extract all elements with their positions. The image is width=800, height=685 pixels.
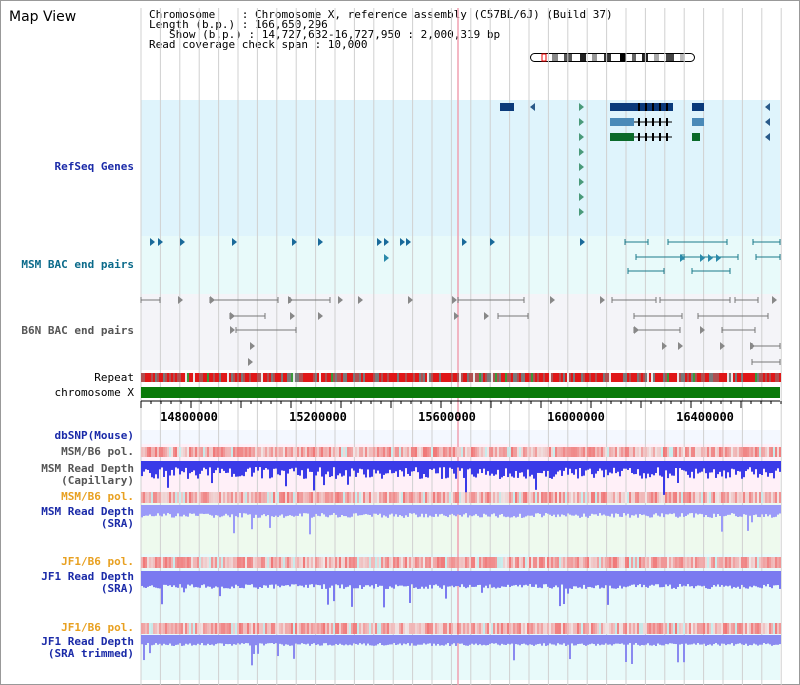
info-length: Length (b.p.) : 166,650,296 — [149, 18, 328, 31]
track-label-refseq[interactable]: RefSeq Genes — [54, 160, 134, 173]
track-label-b6n-bac[interactable]: B6N BAC end pairs — [21, 324, 134, 337]
track-label-jf1-trim[interactable]: JF1 Read Depth (SRA trimmed) — [41, 636, 134, 660]
label-line: JF1 Read Depth — [41, 635, 134, 648]
info-coverage-span: Read coverage check span : 10,000 — [149, 38, 368, 51]
track-label-msm-depth-sra[interactable]: MSM Read Depth (SRA) — [41, 506, 134, 530]
track-label-jf1-pol-2[interactable]: JF1/B6 pol. — [61, 621, 134, 634]
label-line: (SRA) — [100, 582, 134, 595]
track-label-msm-depth-cap[interactable]: MSM Read Depth (Capillary) — [41, 463, 134, 487]
chromosome-info: Chromosome : Chromosome X, reference ass… — [149, 8, 613, 51]
track-label-jf1-depth[interactable]: JF1 Read Depth (SRA) — [41, 571, 134, 595]
track-label-dbsnp[interactable]: dbSNP(Mouse) — [54, 429, 134, 442]
track-label-msm-bac[interactable]: MSM BAC end pairs — [21, 258, 134, 271]
page-title: Map View — [9, 9, 77, 25]
track-label-msm-b6-pol-1[interactable]: MSM/B6 pol. — [61, 445, 134, 458]
label-line: (Capillary) — [61, 474, 134, 487]
track-label-chromosome: chromosome X — [54, 386, 134, 399]
info-show: Show (b.p.) : 14,727,632-16,727,950 : 2,… — [169, 28, 501, 41]
label-line: MSM Read Depth — [41, 462, 134, 475]
info-chromosome: Chromosome : Chromosome X, reference ass… — [149, 8, 613, 21]
track-label-jf1-pol-1[interactable]: JF1/B6 pol. — [61, 555, 134, 568]
track-label-repeat: Repeat — [94, 371, 134, 384]
label-line: JF1 Read Depth — [41, 570, 134, 583]
chromosome-ideogram[interactable] — [530, 53, 695, 62]
label-line: (SRA trimmed) — [47, 647, 134, 660]
label-line: MSM Read Depth — [41, 505, 134, 518]
track-label-msm-b6-pol-2[interactable]: MSM/B6 pol. — [61, 490, 134, 503]
label-line: (SRA) — [100, 517, 134, 530]
